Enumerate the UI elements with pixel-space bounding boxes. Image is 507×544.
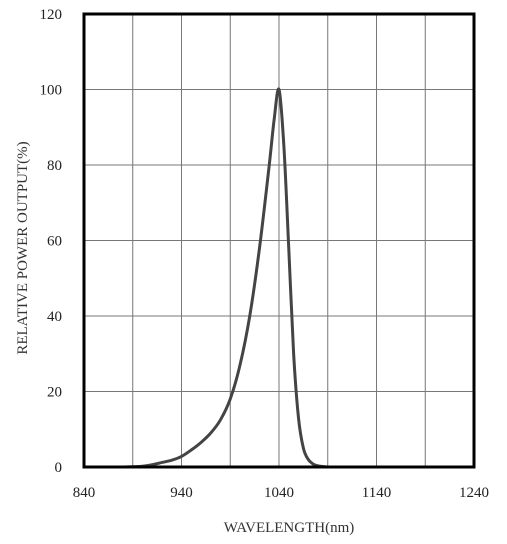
curve-layer bbox=[83, 87, 474, 469]
power-output-curve bbox=[83, 87, 474, 469]
x-tick-label: 1240 bbox=[459, 485, 489, 501]
plot-frame bbox=[82, 12, 476, 469]
x-axis-title: WAVELENGTH(nm) bbox=[224, 520, 355, 536]
x-tick-label: 840 bbox=[73, 485, 96, 501]
y-tick-labels: 0 20 40 60 80 100 120 bbox=[40, 7, 63, 476]
y-tick-label: 0 bbox=[55, 460, 63, 476]
grid-layer bbox=[83, 13, 475, 468]
y-tick-label: 60 bbox=[47, 234, 62, 250]
x-tick-labels: 840 940 1040 1140 1240 bbox=[73, 485, 489, 501]
y-tick-label: 100 bbox=[40, 83, 63, 99]
x-tick-label: 1040 bbox=[264, 485, 294, 501]
y-tick-label: 20 bbox=[47, 385, 62, 401]
y-axis-title: RELATIVE POWER OUTPUT(%) bbox=[15, 141, 31, 354]
x-tick-label: 940 bbox=[170, 485, 193, 501]
x-tick-label: 1140 bbox=[362, 485, 391, 501]
y-tick-label: 120 bbox=[40, 7, 63, 23]
y-tick-label: 80 bbox=[47, 158, 62, 174]
y-tick-label: 40 bbox=[47, 309, 62, 325]
